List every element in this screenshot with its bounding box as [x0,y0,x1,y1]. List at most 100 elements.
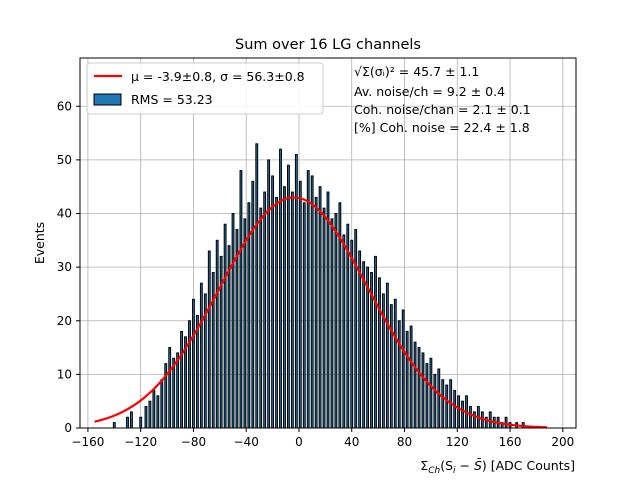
legend-hist-swatch [93,93,122,106]
histogram-bar [413,341,417,429]
histogram-bar [417,347,421,429]
histogram-bar [342,234,346,429]
x-axis-label-sub: Ch [428,466,440,476]
y-tick-label: 0 [64,421,72,435]
histogram-bar [188,320,191,429]
histogram-bar [255,143,259,429]
histogram-bar [326,191,330,429]
histogram-bar [445,384,449,429]
x-tick-label: 120 [446,435,469,449]
histogram-bar [263,191,267,429]
histogram-bar [195,314,199,429]
histogram-bar [405,330,409,429]
histogram-bar [215,239,219,429]
annotation-coh-percent: [%] Coh. noise = 22.4 ± 1.8 [354,120,530,135]
legend: μ = -3.9±0.8, σ = 56.3±0.8 RMS = 53.23 [86,62,324,115]
x-tick-label: −80 [181,435,206,449]
x-axis-label: ΣCh(Si − S̄) [ADC Counts] [420,458,575,476]
histogram-bar [144,406,148,429]
histogram-bar [168,347,172,429]
histogram-bar [385,282,389,429]
chart-title: Sum over 16 LG channels [235,37,421,53]
histogram-bar [346,223,350,429]
histogram-bar [389,304,393,429]
histogram-bar [279,148,282,429]
histogram-bar [259,207,263,429]
x-tick-label: 0 [295,435,303,449]
annotation-coh-noise: Coh. noise/chan = 2.1 ± 0.1 [354,102,531,117]
histogram-bar [148,400,152,429]
legend-fit-label: μ = -3.9±0.8, σ = 56.3±0.8 [131,69,305,84]
y-tick-label: 10 [57,367,72,381]
histogram-bar [223,223,227,429]
histogram-bar [425,363,429,429]
histogram-bar [231,213,235,429]
x-tick-label: −120 [124,435,157,449]
histogram-bar [310,175,314,429]
histogram-bar [504,416,508,429]
histogram-bar [271,175,275,429]
histogram-bar [437,368,441,429]
histogram-bar [306,170,310,429]
histogram-bar [314,196,318,429]
y-tick-label: 30 [57,260,72,274]
x-tick-label: 80 [397,435,412,449]
histogram-bar [393,298,397,429]
histogram-bar [294,154,298,429]
histogram-bar [156,395,160,429]
histogram-bar [239,170,243,429]
y-tick-label: 50 [57,153,72,167]
histogram-bar [409,325,413,429]
histogram-bar [164,363,168,429]
x-axis-label-minus: − [456,458,474,473]
histogram-bar [176,352,180,429]
histogram-bar [401,309,405,429]
histogram-bar [199,282,203,429]
histogram-bar [441,379,445,429]
legend-hist-label: RMS = 53.23 [131,92,213,107]
x-tick-label: −160 [71,435,104,449]
histogram-bar [130,411,133,429]
histogram-bar [302,202,306,429]
histogram-bar [378,277,381,429]
histogram-bar [192,298,195,429]
histogram-bar [366,266,369,429]
histogram-bar [112,422,116,429]
histogram-bar [318,186,322,429]
histogram-bar [433,373,437,429]
histogram-bar [429,357,433,429]
histogram-bar [207,250,211,429]
histogram-bar [275,196,278,429]
x-axis-label-isub: i [453,466,456,476]
gaussian-fit-line [94,196,548,429]
histogram-bar [180,330,183,429]
x-axis-ticks: −160 −120 −80 −40 0 40 80 120 160 200 [71,428,574,449]
histogram-bar [283,186,286,429]
histogram-bar [350,239,354,429]
noise-annotations: √Σ(σᵢ)² = 45.7 ± 1.1 Av. noise/ch = 9.2 … [354,64,531,135]
y-axis-ticks: 0 10 20 30 40 50 60 [57,99,80,435]
histogram-bar [287,164,290,429]
histogram-bar [358,250,362,429]
y-tick-label: 40 [57,207,72,221]
histogram-bar [461,400,464,429]
histogram-bar [290,191,294,429]
x-axis-label-sbar: S̄ [474,458,482,473]
histogram-bar [267,159,271,429]
histogram-bar [322,207,326,429]
legend-box [86,62,324,115]
histogram-bar [374,255,377,429]
x-tick-label: 40 [344,435,359,449]
histogram-bar [211,271,215,429]
histogram-bar [473,411,476,429]
histogram-bar [362,261,366,429]
plot-frame [79,57,577,429]
x-tick-label: 160 [499,435,522,449]
histogram-bar [172,357,176,429]
x-tick-label: 200 [551,435,574,449]
y-tick-label: 20 [57,314,72,328]
histogram-bar [298,180,302,429]
histogram-bar [152,389,156,429]
x-axis-label-body: (S [440,458,453,473]
